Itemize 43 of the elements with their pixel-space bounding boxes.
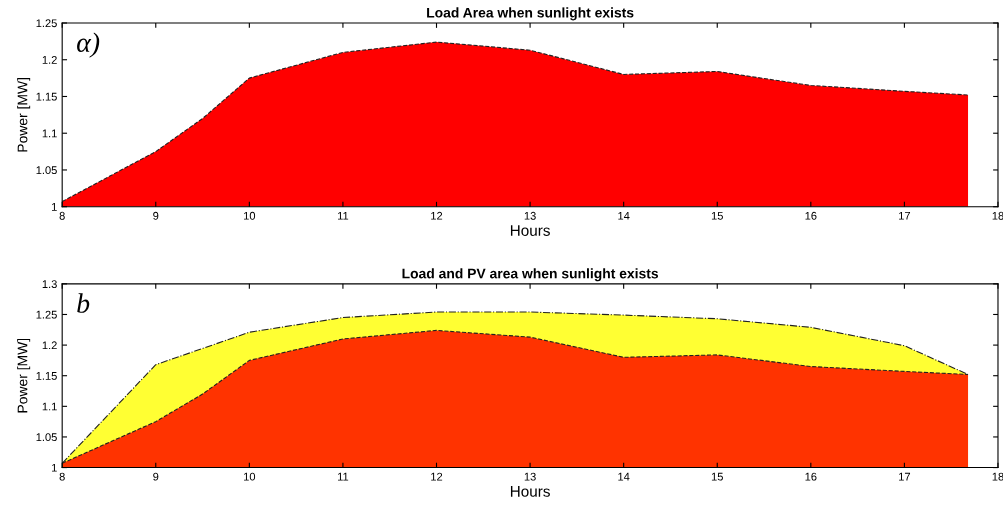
x-tick-label: 17 [899,472,911,481]
x-tick-label: 13 [524,472,536,481]
y-tick-label: 1.1 [42,402,57,411]
chart-title: Load Area when sunlight exists [427,7,634,21]
x-tick-label: 15 [711,472,723,481]
x-tick-label: 11 [338,211,349,220]
y-tick-label: 1.2 [42,341,57,350]
y-tick-label: 1.05 [36,433,57,442]
x-tick-label: 8 [59,211,65,220]
x-tick-label: 10 [244,211,256,220]
x-tick-label: 16 [805,472,817,481]
y-tick-label: 1 [51,463,57,472]
y-tick-label: 1.05 [36,166,57,175]
y-tick-label: 1 [51,203,57,211]
x-tick-label: 9 [153,472,159,481]
x-axis-title: Hours [510,225,550,236]
y-tick-label: 1.25 [36,19,57,28]
x-tick-label: 13 [524,211,536,220]
x-tick-label: 12 [431,211,443,220]
x-tick-label: 14 [618,211,630,220]
chart-title: Load and PV area when sunlight exists [402,268,659,282]
y-tick-label: 1.3 [42,280,57,288]
y-axis-title: Power [MW] [17,338,31,413]
annotation: b [77,293,90,313]
x-tick-label: 9 [153,211,159,220]
x-tick-label: 18 [992,211,1003,220]
x-tick-label: 16 [805,211,817,220]
x-tick-label: 12 [431,472,443,481]
x-tick-label: 11 [338,472,349,481]
y-tick-label: 1.15 [36,372,57,380]
y-tick-label: 1.1 [42,129,57,138]
y-axis-title: Power [MW] [17,78,31,152]
y-tick-label: 1.15 [36,92,57,101]
x-tick-label: 18 [992,472,1003,481]
x-tick-label: 10 [244,472,256,481]
x-tick-label: 17 [899,211,911,220]
y-tick-label: 1.25 [36,310,57,319]
x-tick-label: 8 [59,472,65,481]
annotation: α) [77,32,100,58]
x-tick-label: 15 [711,211,723,220]
y-tick-label: 1.2 [42,56,57,64]
x-tick-label: 14 [618,472,630,481]
x-axis-title: Hours [510,486,550,497]
